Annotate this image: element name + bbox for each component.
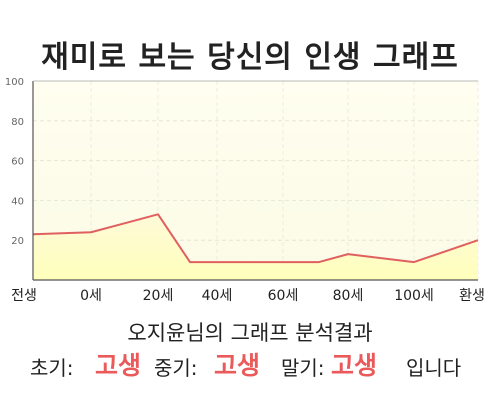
y-tick-label: 100 (5, 77, 24, 88)
x-tick-label: 40세 (202, 288, 233, 304)
chart-title: 재미로 보는 당신의 인생 그래프 (41, 40, 459, 75)
x-tick-label: 20세 (143, 288, 174, 304)
y-tick-label: 80 (11, 117, 24, 128)
late-label: 말기: (281, 356, 325, 380)
life-area-fill (33, 214, 478, 280)
x-tick-label: 환생 (459, 288, 485, 304)
early-label: 초기: (30, 356, 74, 380)
y-tick-label: 60 (11, 157, 24, 168)
late-value: 고생 (331, 351, 378, 380)
analysis-summary: 초기: 고생 중기: 고생 말기: 고생 입니다 (0, 346, 500, 382)
middle-label: 중기: (154, 356, 198, 380)
early-value: 고생 (95, 351, 142, 380)
x-tick-label: 80세 (333, 288, 364, 304)
x-tick-label: 전생 (11, 288, 37, 304)
y-tick-label: 40 (11, 196, 24, 207)
x-tick-label: 60세 (268, 288, 299, 304)
ending-text: 입니다 (406, 356, 462, 380)
life-line-series (32, 213, 479, 264)
y-tick-label: 20 (11, 236, 24, 247)
x-tick-label: 0세 (80, 288, 102, 304)
middle-value: 고생 (214, 351, 261, 380)
x-tick-label: 100세 (394, 288, 434, 304)
analysis-subtitle: 오지윤님의 그래프 분석결과 (127, 321, 373, 345)
